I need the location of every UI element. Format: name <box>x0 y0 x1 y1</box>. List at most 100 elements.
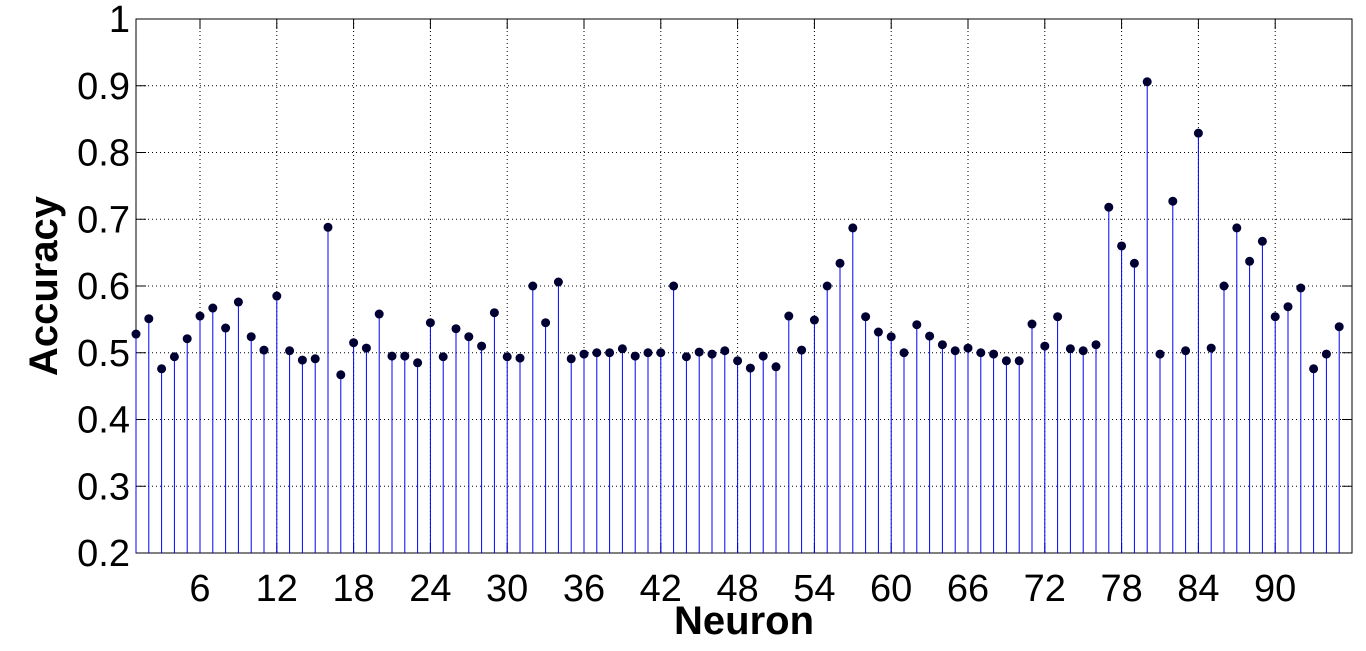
x-axis-label: Neuron <box>674 599 814 643</box>
stem-marker <box>528 281 538 291</box>
x-tick-label: 78 <box>1100 568 1142 610</box>
plot-frame <box>135 18 1353 554</box>
stem-marker <box>1053 312 1063 322</box>
stem-marker <box>720 346 730 356</box>
stem-marker <box>233 297 243 307</box>
stem-marker <box>899 348 909 358</box>
x-tick-label: 90 <box>1254 568 1296 610</box>
stem-marker <box>681 352 691 362</box>
stem-marker <box>1040 341 1050 351</box>
stem-marker <box>208 303 218 313</box>
stem-marker <box>1014 356 1024 366</box>
stem-marker <box>1027 319 1037 329</box>
stem-marker <box>1193 128 1203 138</box>
stem-marker <box>1129 258 1139 268</box>
x-tick-label: 18 <box>332 568 374 610</box>
stem-marker <box>1334 322 1344 332</box>
stem-marker <box>733 356 743 366</box>
stem-marker <box>797 345 807 355</box>
x-tick-label: 60 <box>870 568 912 610</box>
stem-marker <box>950 346 960 356</box>
stem-marker <box>912 320 922 330</box>
x-tick-label: 72 <box>1024 568 1066 610</box>
stem-marker <box>886 332 896 342</box>
stem-marker <box>758 351 768 361</box>
stem-marker <box>643 348 653 358</box>
stem-marker <box>1065 344 1075 354</box>
stem-marker <box>425 318 435 328</box>
stem-marker <box>221 323 231 333</box>
stem-marker <box>1321 349 1331 359</box>
stem-marker <box>387 351 397 361</box>
x-tick-label: 42 <box>640 568 682 610</box>
stem-marker <box>272 291 282 301</box>
stem-marker <box>515 353 525 363</box>
stem-marker <box>848 223 858 233</box>
stem-marker <box>400 351 410 361</box>
x-tick-label: 36 <box>563 568 605 610</box>
stem-marker <box>617 344 627 354</box>
stem-marker <box>989 349 999 359</box>
stem-marker <box>297 355 307 365</box>
stem-marker <box>976 348 986 358</box>
stem-marker <box>157 364 167 374</box>
stem-marker <box>745 363 755 373</box>
stem-marker <box>169 352 179 362</box>
stem-marker <box>374 309 384 319</box>
y-tick-label: 0.5 <box>77 333 130 375</box>
x-tick-label: 30 <box>486 568 528 610</box>
stem-marker <box>566 354 576 364</box>
stem-marker <box>963 343 973 353</box>
stem-marker <box>1181 346 1191 356</box>
stem-marker <box>464 332 474 342</box>
x-tick-label: 6 <box>189 568 210 610</box>
stem-marker <box>1206 343 1216 353</box>
stem-marker <box>937 340 947 350</box>
stem-marker <box>361 343 371 353</box>
stem-marker <box>1117 241 1127 251</box>
stem-marker <box>1168 196 1178 206</box>
stem-marker <box>579 349 589 359</box>
stem-marker <box>873 327 883 337</box>
stem-marker <box>1142 77 1152 87</box>
stem-marker <box>489 308 499 318</box>
stem-marker <box>131 329 141 339</box>
stem-marker <box>1283 302 1293 312</box>
y-tick-label: 0.2 <box>77 533 130 575</box>
stem-marker <box>835 258 845 268</box>
stem-marker <box>861 312 871 322</box>
stem-marker <box>195 311 205 321</box>
stem-marker <box>541 318 551 328</box>
stem-marker <box>784 311 794 321</box>
stem-marker <box>553 277 563 287</box>
stem-marker <box>438 352 448 362</box>
stem-marker <box>1104 202 1114 212</box>
stem-marker <box>336 370 346 380</box>
stem-marker <box>630 351 640 361</box>
stem-marker <box>1232 223 1242 233</box>
stem-marker <box>259 345 269 355</box>
stem-marker <box>1270 312 1280 322</box>
y-tick-label: 0.6 <box>77 266 130 308</box>
stem-marker <box>349 338 359 348</box>
y-tick-label: 0.9 <box>77 66 130 108</box>
x-tick-label: 12 <box>256 568 298 610</box>
stem-marker <box>694 347 704 357</box>
stem-marker <box>477 341 487 351</box>
stem-marker <box>925 331 935 341</box>
y-tick-label: 0.3 <box>77 466 130 508</box>
stem-marker <box>413 358 423 368</box>
stem-marker <box>605 348 615 358</box>
x-tick-label: 48 <box>716 568 758 610</box>
stem-marker <box>592 348 602 358</box>
stem-marker <box>656 348 666 358</box>
stem-marker <box>1219 281 1229 291</box>
stem-marker <box>809 315 819 325</box>
stem-marker <box>451 324 461 334</box>
stem-marker <box>144 314 154 324</box>
y-tick-label: 1 <box>109 0 130 41</box>
y-tick-label: 0.7 <box>77 199 130 241</box>
stem-marker <box>1296 283 1306 293</box>
stem-marker <box>707 349 717 359</box>
